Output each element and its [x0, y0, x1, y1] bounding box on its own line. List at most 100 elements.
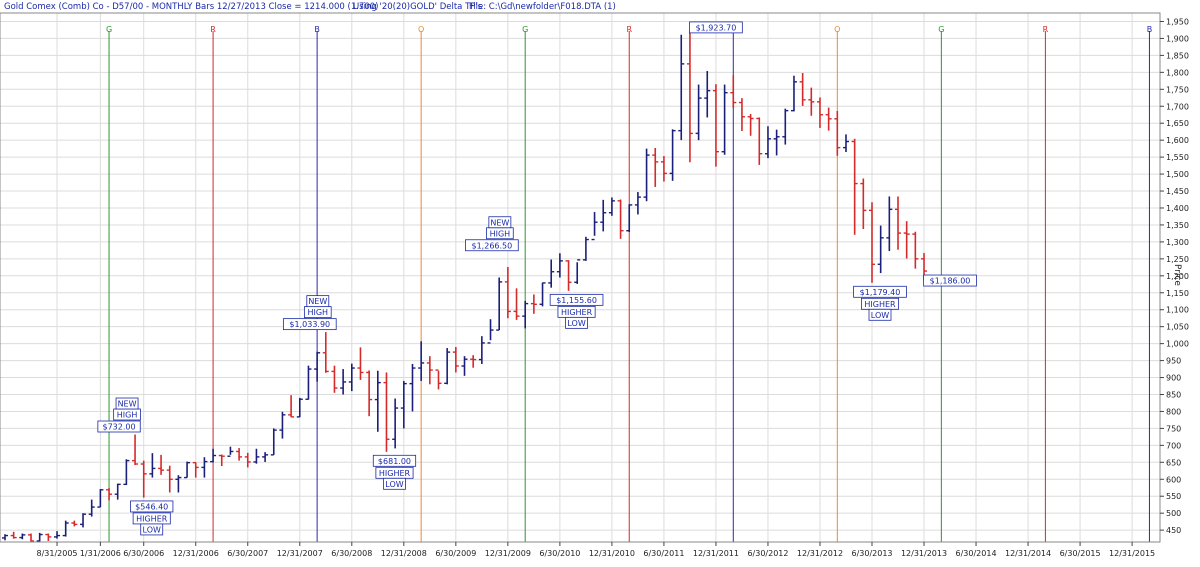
x-tick-label: 6/30/2011	[643, 549, 684, 558]
x-tick-label: 12/31/2015	[1109, 549, 1155, 558]
ohlc-bar	[62, 520, 69, 537]
annotation-line: HIGH	[307, 308, 328, 317]
ohlc-bar	[140, 460, 147, 498]
ohlc-bar	[218, 454, 225, 467]
ohlc-bar	[895, 196, 902, 250]
ohlc-bar	[158, 454, 165, 475]
y-tick-label: 1,200	[1166, 272, 1189, 281]
turning-point-lines: GRBOGRBOGRB	[106, 25, 1152, 542]
y-tick-label: 650	[1166, 458, 1181, 467]
annotation-price: $546.40	[135, 502, 168, 511]
turning-point-label: R	[626, 25, 632, 34]
ohlc-bar	[383, 372, 390, 452]
plot-frame	[0, 12, 1161, 543]
x-tick-label: 6/30/2009	[435, 549, 476, 558]
ohlc-bar	[192, 461, 199, 478]
annotation-line: LOW	[385, 480, 403, 489]
y-tick-label: 550	[1166, 492, 1181, 501]
ohlc-bar	[522, 300, 529, 329]
annotation-price-box	[130, 500, 174, 513]
x-tick-label: 6/30/2006	[123, 549, 164, 558]
ohlc-bar	[36, 532, 43, 542]
ohlc-bar	[860, 178, 867, 230]
ohlc-bar	[418, 341, 425, 381]
annotation-line-box	[383, 477, 406, 490]
ohlc-bar	[236, 448, 243, 461]
ohlc-bar	[738, 98, 745, 132]
annotation-line-box	[488, 216, 512, 229]
ohlc-bar	[478, 336, 485, 364]
x-tick-label: 12/31/2007	[277, 549, 323, 558]
file-label: File: C:\Gd\newfolder\F018.DTA (1)	[469, 2, 616, 12]
annotation: $546.40 HIGHER LOW	[130, 500, 174, 536]
y-tick-label: 1,250	[1166, 255, 1189, 264]
ohlc-bar	[201, 457, 208, 478]
ohlc-bar	[608, 197, 615, 216]
annotation-price: $1,923.70	[696, 23, 737, 32]
ohlc-bar	[28, 533, 35, 542]
annotation-line-box	[115, 397, 139, 410]
ohlc-bar	[842, 134, 849, 153]
ohlc-bar	[487, 319, 494, 344]
ohlc-bar	[704, 70, 711, 118]
ohlc-bar	[19, 533, 26, 540]
ohlc-bar	[175, 475, 182, 493]
ohlc-bar	[470, 355, 477, 368]
ohlc-bar	[652, 147, 659, 187]
y-tick-label: 850	[1166, 390, 1181, 399]
y-tick-label: 1,450	[1166, 187, 1189, 196]
ohlc-bars	[2, 30, 928, 542]
ohlc-bar	[782, 108, 789, 145]
ohlc-bar	[669, 129, 676, 181]
ohlc-bar	[686, 30, 693, 163]
turning-point-label: O	[418, 25, 424, 34]
ohlc-bar	[2, 534, 8, 541]
turning-point-label: G	[938, 25, 944, 34]
annotation-line-box	[868, 308, 892, 321]
annotation-line: HIGH	[490, 229, 511, 238]
y-tick-label: 1,500	[1166, 170, 1189, 179]
annotation: $681.00 HIGHER LOW	[372, 454, 417, 490]
y-tick-label: 1,300	[1166, 238, 1189, 247]
x-tick-label: 12/31/2014	[1005, 549, 1051, 558]
x-tick-label: 6/30/2012	[747, 549, 788, 558]
annotation-line: NEW	[308, 297, 327, 306]
ohlc-bar	[721, 84, 728, 155]
annotation: $1,923.70	[689, 21, 743, 34]
ohlc-bar	[712, 84, 719, 167]
ohlc-bar	[539, 282, 546, 307]
annotation-price-box	[465, 239, 519, 252]
ohlc-bar	[808, 87, 815, 116]
ohlc-bar	[435, 369, 442, 390]
ohlc-bar	[513, 288, 520, 320]
annotation-price-box	[689, 21, 743, 34]
ohlc-bar	[851, 138, 858, 235]
ohlc-bar	[764, 126, 771, 159]
annotation-price-box	[853, 285, 907, 298]
annotation-line: NEW	[118, 400, 137, 409]
ohlc-bar	[574, 259, 581, 284]
ohlc-bar	[912, 231, 919, 269]
ohlc-bar	[530, 294, 537, 314]
ohlc-bar	[296, 397, 303, 418]
y-tick-label: 1,900	[1166, 34, 1189, 43]
ohlc-bar	[825, 107, 832, 131]
ohlc-bar	[773, 129, 780, 156]
x-tick-label: 12/31/2008	[381, 549, 427, 558]
annotation-line: NEW	[490, 218, 509, 227]
y-tick-label: 1,100	[1166, 306, 1189, 315]
ohlc-bar	[756, 117, 763, 165]
y-tick-label: 1,950	[1166, 17, 1189, 26]
ohlc-bar	[444, 348, 451, 385]
ohlc-bar	[374, 370, 381, 432]
ohlc-bar	[565, 260, 572, 291]
annotation-line: HIGH	[117, 411, 138, 420]
turning-point-label: R	[210, 25, 216, 34]
ohlc-bar	[747, 114, 754, 136]
y-tick-label: 800	[1166, 407, 1181, 416]
annotation-price-box	[549, 293, 604, 306]
annotation: $1,186.00	[923, 274, 977, 287]
annotation-price: $1,179.40	[860, 288, 901, 297]
turning-point-label: G	[106, 25, 112, 34]
